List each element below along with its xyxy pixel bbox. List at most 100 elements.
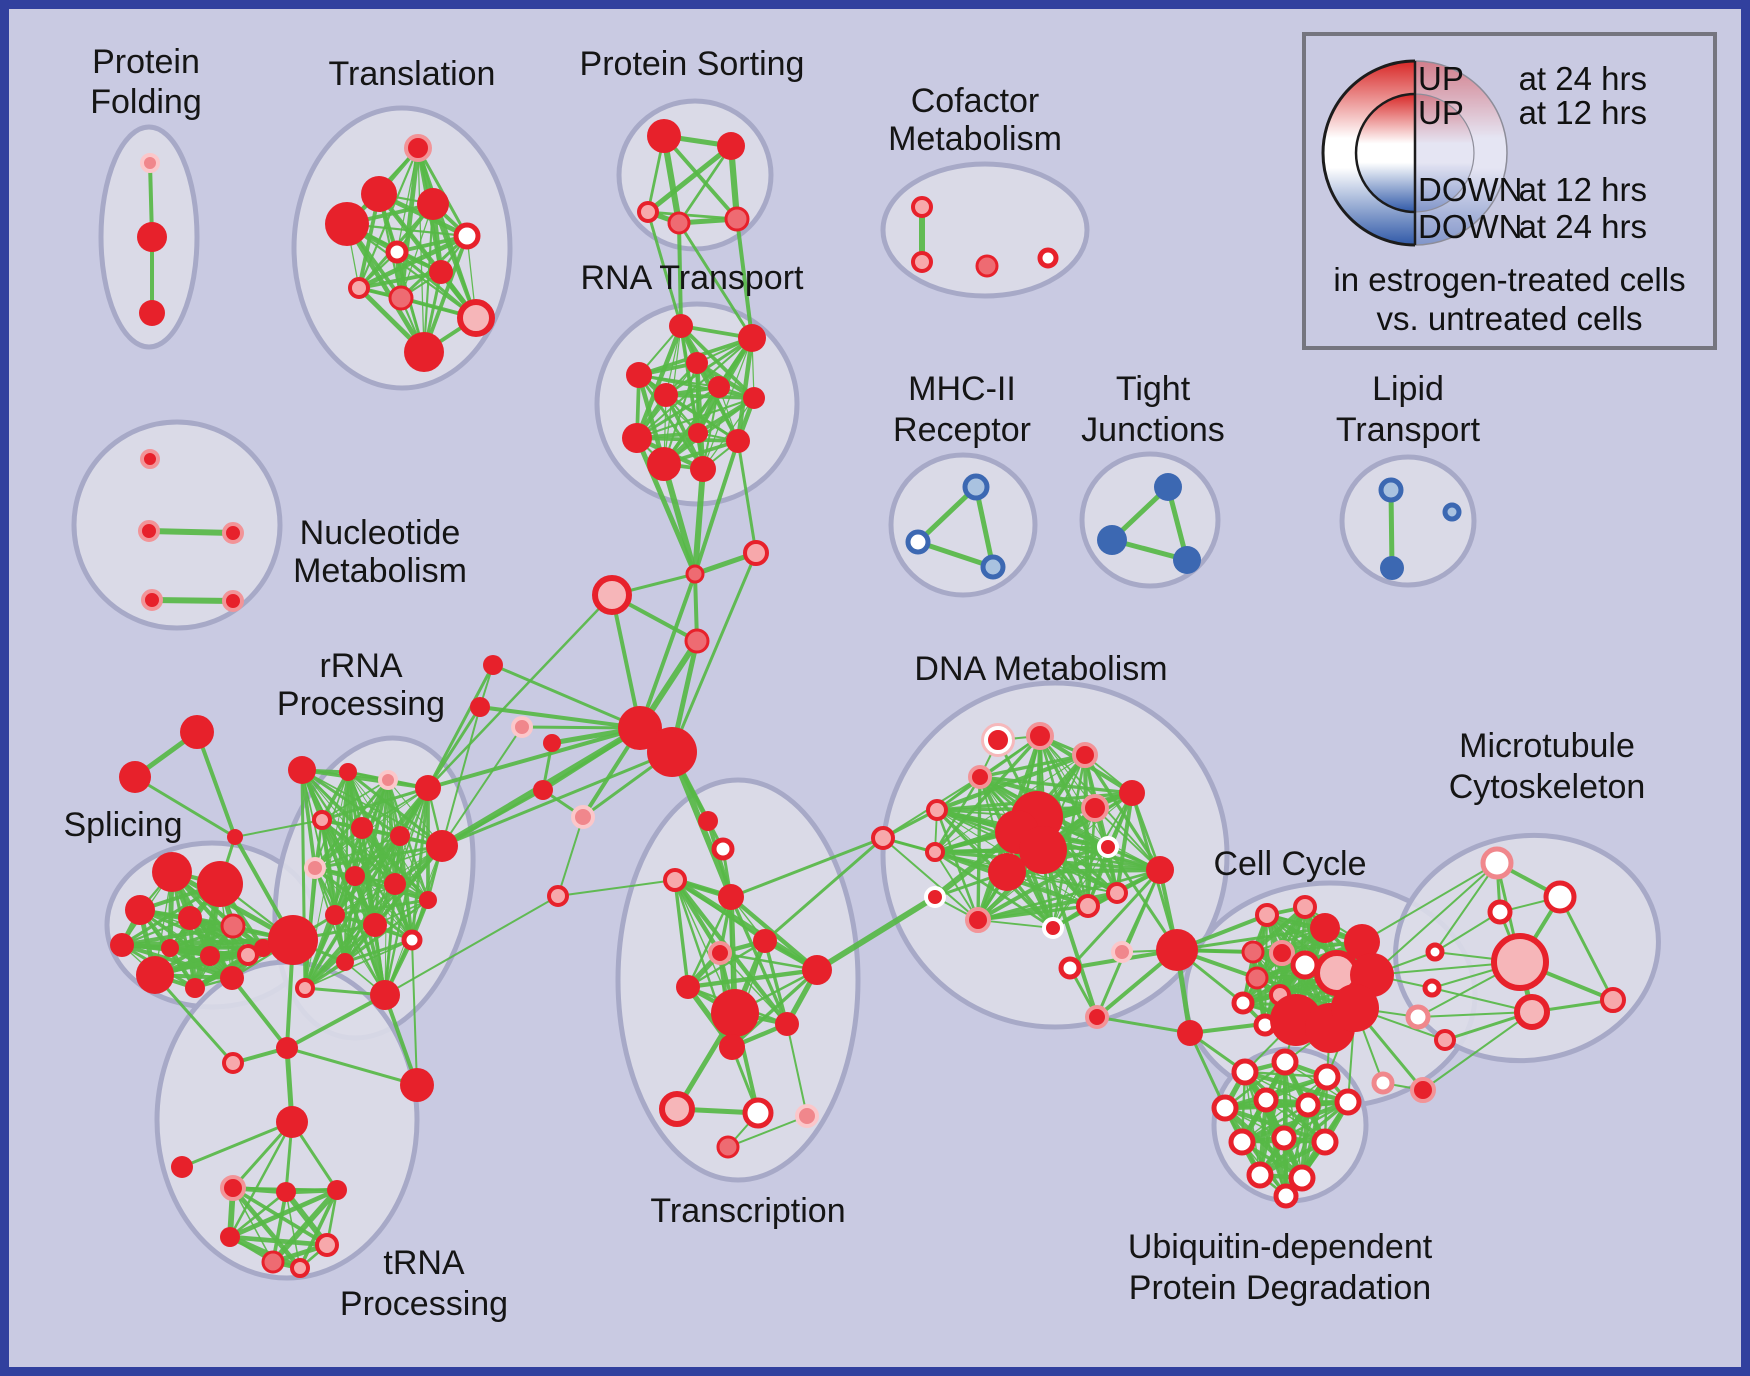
cluster-label-trna-processing: tRNA — [383, 1244, 465, 1282]
gene-node-nm2 — [138, 520, 160, 542]
interaction-edge — [320, 786, 430, 822]
interaction-edge — [735, 335, 755, 444]
gene-node-u13 — [1273, 1183, 1299, 1209]
interaction-edge — [1188, 1031, 1227, 1110]
gene-node-ps3 — [637, 201, 659, 223]
gene-node-tr8 — [220, 1227, 240, 1247]
cluster-label-trna-processing: Processing — [340, 1285, 508, 1323]
gene-node-l1 — [543, 734, 561, 752]
cluster-label-mhc-ii-receptor: Receptor — [893, 411, 1031, 449]
gene-node-ps5 — [724, 206, 750, 232]
interaction-edge — [727, 1115, 808, 1148]
interaction-edge — [736, 439, 758, 555]
gene-node-t10 — [457, 299, 495, 337]
legend-outer-arc-right — [1414, 60, 1508, 246]
interaction-edge — [285, 993, 387, 1050]
gene-node-t3 — [325, 202, 369, 246]
gene-node-ps2 — [717, 132, 745, 160]
interaction-edge — [228, 1120, 294, 1239]
legend-time-label: at 24 hrs — [1518, 208, 1647, 245]
gene-node-s12 — [220, 966, 244, 990]
gene-node-rr12 — [419, 891, 437, 909]
gene-node-d21 — [1058, 956, 1082, 980]
interaction-edge — [303, 882, 397, 990]
cluster-label-microtubule-cytoskeleton: Microtubule — [1459, 727, 1635, 765]
interaction-edge — [227, 1234, 303, 1271]
gene-node-d22 — [1111, 941, 1133, 963]
gene-node-cc16 — [1331, 984, 1379, 1032]
gene-node-tj2 — [1097, 525, 1127, 555]
legend-inner-arc-left — [1354, 92, 1416, 214]
gene-node-t7 — [429, 260, 453, 284]
gene-node-t1 — [404, 134, 432, 162]
gene-node-ps4 — [667, 211, 691, 235]
gene-node-tx6 — [753, 929, 777, 953]
gene-node-h2 — [647, 727, 697, 777]
gene-node-nd1 — [684, 628, 710, 654]
gene-node-tx11 — [719, 1034, 745, 1060]
gene-node-d15 — [965, 907, 991, 933]
interaction-edge — [228, 1190, 288, 1239]
interaction-edge — [1300, 1075, 1329, 1180]
gene-node-tr3 — [276, 1106, 308, 1138]
interaction-edge — [1241, 1076, 1328, 1143]
gene-node-d4 — [968, 765, 992, 789]
interaction-edge — [120, 916, 192, 947]
gene-node-cc0 — [1156, 929, 1198, 971]
interaction-edge — [478, 705, 642, 730]
gene-node-l4 — [547, 885, 569, 907]
interaction-edge — [695, 361, 740, 443]
gene-node-d3 — [1072, 742, 1098, 768]
interaction-edge — [1361, 862, 1498, 943]
cluster-label-rna-transport: RNA Transport — [581, 259, 805, 297]
cluster-label-cofactor-metabolism: Metabolism — [888, 120, 1062, 158]
interaction-edge — [357, 270, 443, 290]
interaction-edge — [1041, 848, 1099, 1019]
interaction-edge — [934, 851, 979, 921]
gene-node-pf1 — [140, 153, 160, 173]
gene-node-cc2 — [1293, 895, 1317, 919]
gene-node-cc22 — [1410, 1077, 1436, 1103]
gene-node-tx14 — [795, 1104, 819, 1128]
gene-node-tj1 — [1154, 473, 1182, 501]
interaction-edge — [1095, 1015, 1192, 1035]
interaction-edge — [975, 844, 1111, 923]
cluster-label-cell-cycle: Cell Cycle — [1213, 845, 1366, 883]
interaction-edge — [976, 775, 982, 922]
interaction-edge — [133, 775, 237, 839]
gene-node-tr4 — [171, 1156, 193, 1178]
gene-node-l3 — [571, 805, 595, 829]
interaction-edge — [677, 221, 683, 328]
legend-note: in estrogen-treated cells vs. untreated … — [1306, 260, 1713, 338]
interaction-edge — [398, 145, 421, 301]
interaction-edge — [146, 528, 236, 536]
gene-node-p1 — [483, 655, 503, 675]
legend-row-down-12: DOWN at 12 hrs — [1306, 171, 1713, 208]
interaction-edge — [638, 572, 697, 730]
gene-node-cm2 — [911, 251, 933, 273]
legend-faded-half — [1415, 61, 1507, 245]
gene-node-t4 — [417, 188, 449, 220]
interaction-edge — [320, 818, 387, 997]
interaction-edge — [304, 939, 413, 989]
gene-node-u0 — [1177, 1020, 1203, 1046]
gene-node-t2 — [361, 176, 397, 212]
gene-node-u8 — [1228, 1128, 1256, 1156]
gene-node-sh — [268, 915, 318, 965]
interaction-edge — [119, 923, 236, 948]
interaction-edge — [934, 752, 1088, 813]
interaction-edge — [230, 976, 289, 1050]
interaction-edge — [1068, 868, 1162, 970]
gene-node-d20 — [1146, 856, 1174, 884]
gene-node-u4 — [1211, 1094, 1239, 1122]
gene-node-nm1 — [140, 449, 160, 469]
gene-node-tr7 — [327, 1180, 347, 1200]
gene-node-g2 — [119, 761, 151, 793]
interaction-edge — [356, 233, 470, 291]
gene-node-d7 — [1081, 794, 1109, 822]
gene-node-rr8 — [426, 830, 458, 862]
gene-node-cc18 — [1425, 942, 1445, 962]
interaction-edge — [1263, 1097, 1289, 1199]
